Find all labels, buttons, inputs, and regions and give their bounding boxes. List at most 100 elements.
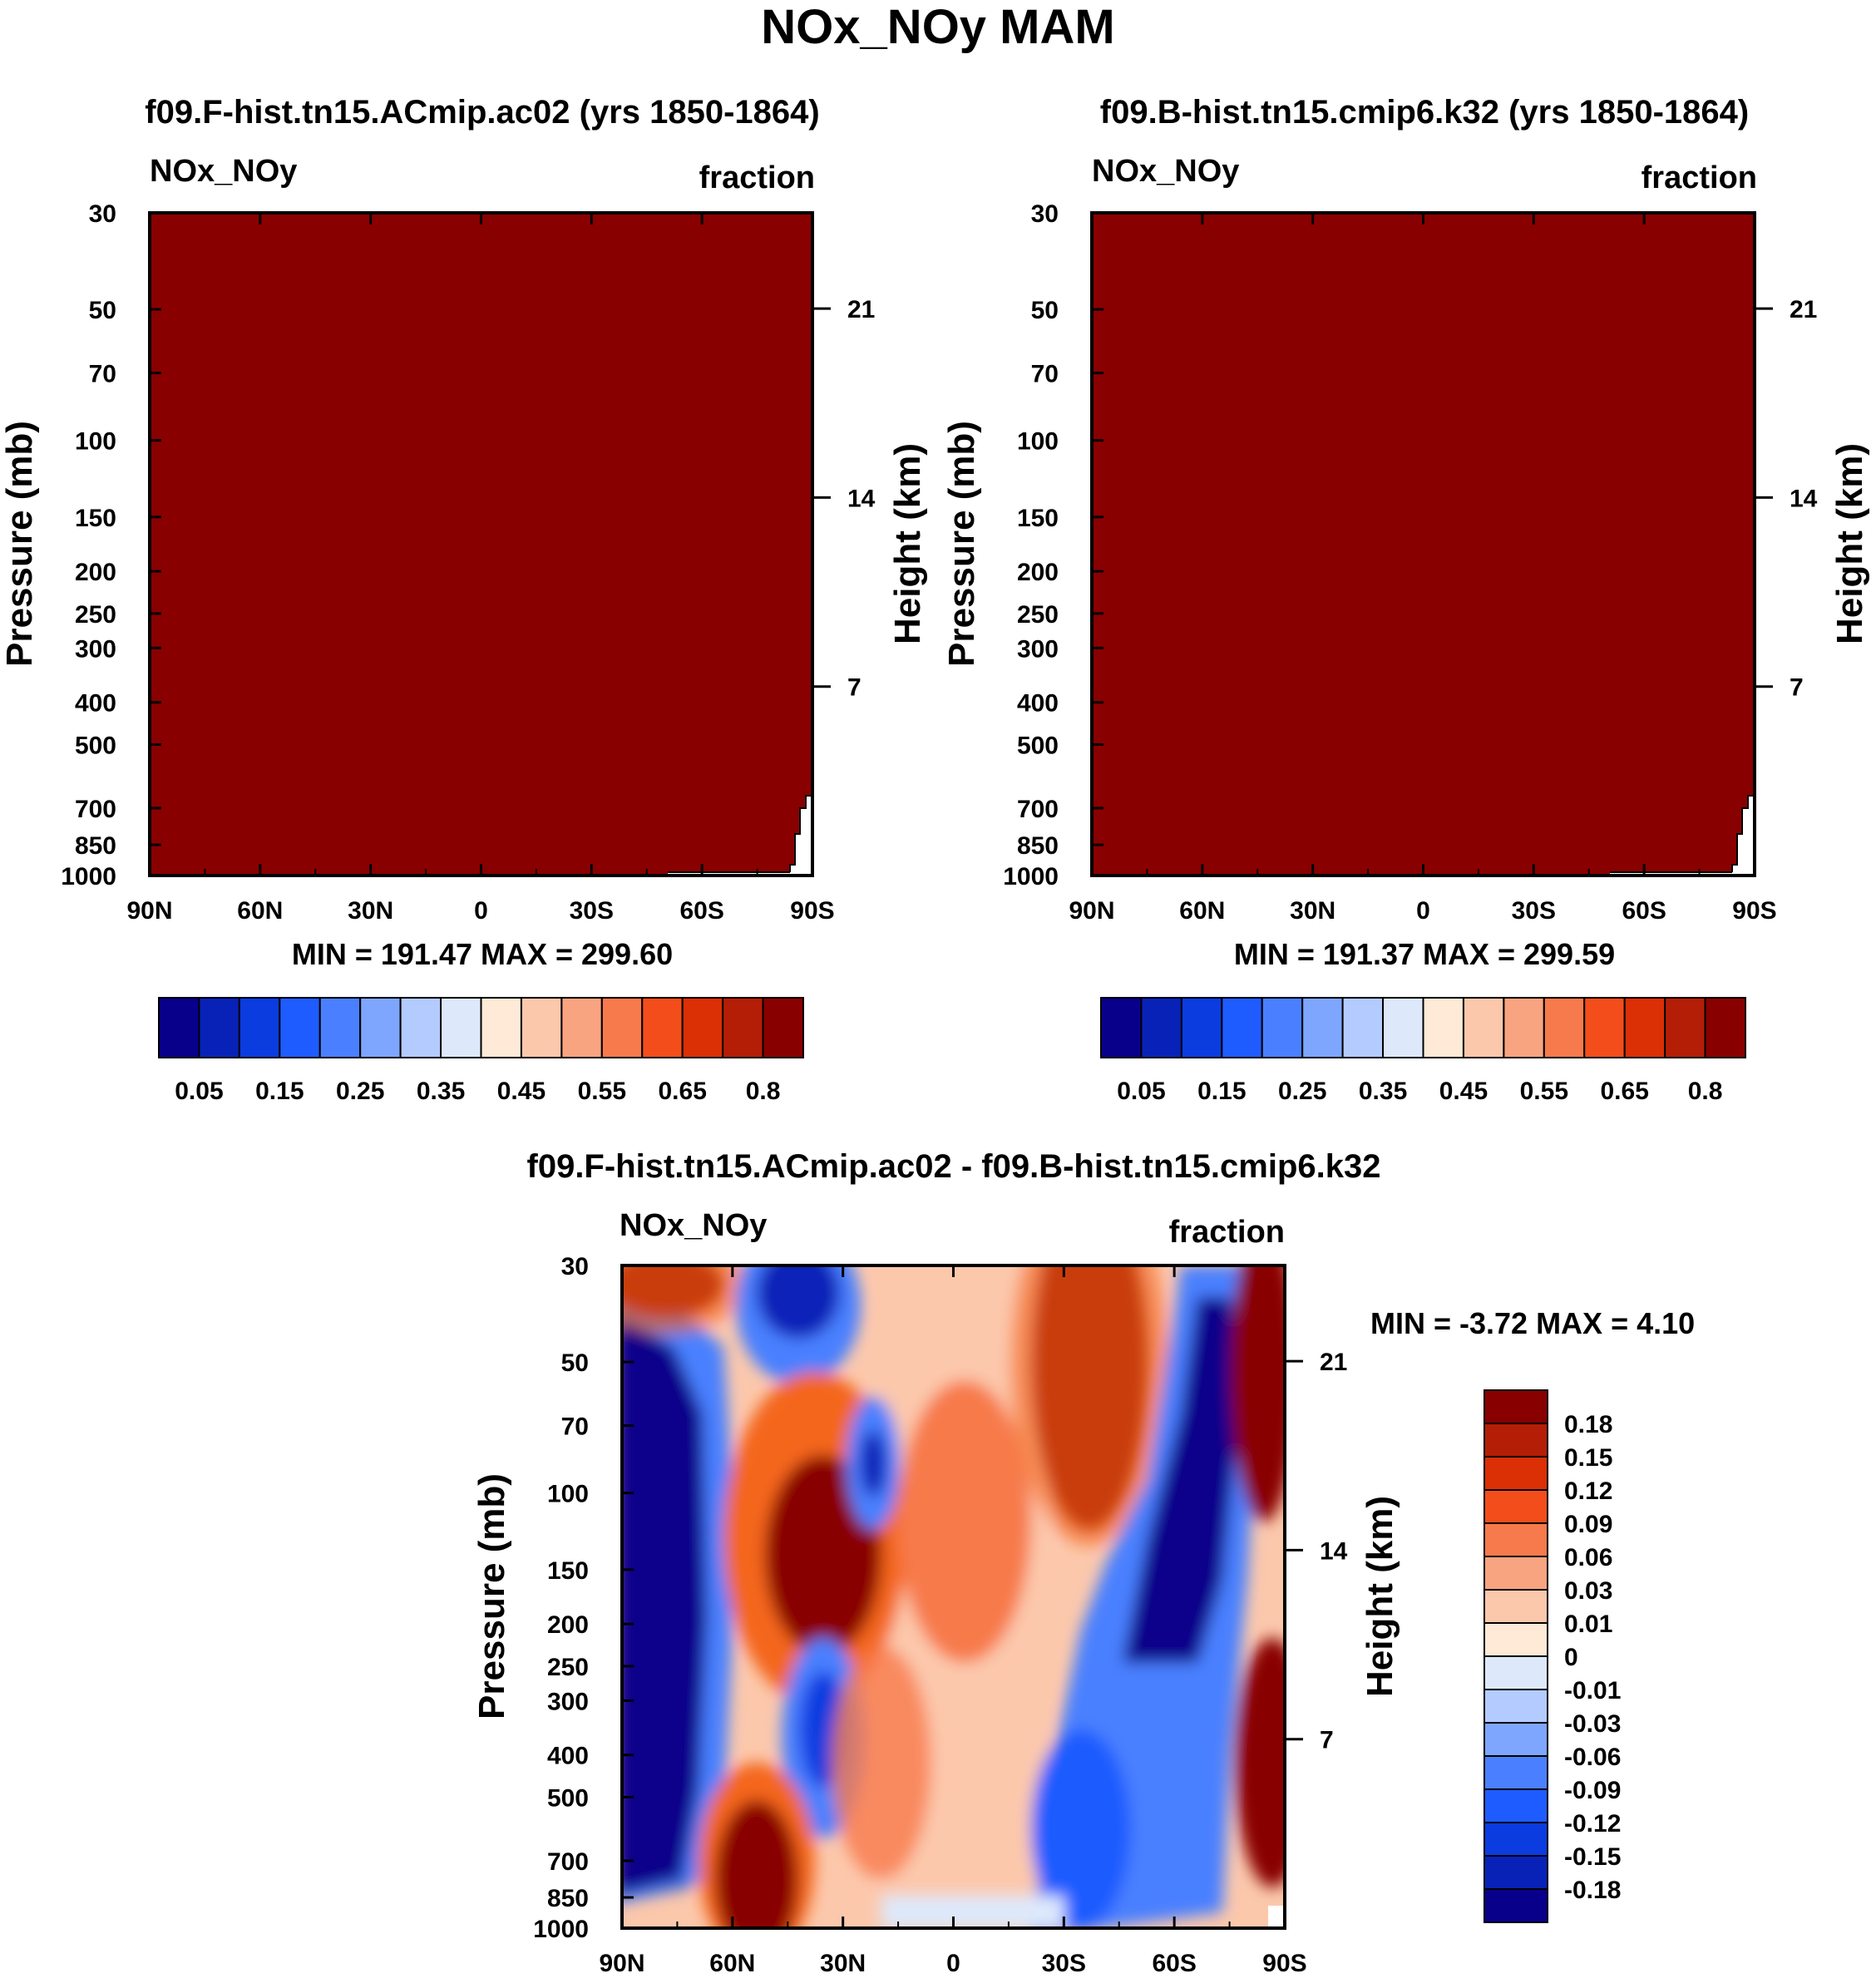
panel-top-right: f09.B-hist.tn15.cmip6.k32 (yrs 1850-1864… [941, 94, 1870, 1105]
colorbar-box [1261, 997, 1304, 1058]
colorbar-box [1100, 997, 1143, 1058]
colorbar-box [1462, 997, 1505, 1058]
figure-title: NOx_NOy MAM [761, 0, 1114, 54]
y-tick-label: 250 [1017, 601, 1059, 629]
y-right-tick-label: 14 [1790, 485, 1818, 512]
colorbar-box [158, 997, 200, 1058]
missing-data-white [1610, 796, 1755, 876]
y-tick-label: 850 [1017, 832, 1059, 860]
x-tick-label: 60N [1179, 897, 1225, 925]
y-tick-label: 700 [547, 1848, 589, 1876]
y-tick-label: 100 [75, 428, 116, 456]
y-tick-label: 1000 [1003, 863, 1059, 890]
colorbar: 0.05 0.15 0.25 0.35 0.45 0.55 0.65 0.8 [1100, 997, 1746, 1105]
variable-label: NOx_NOy [150, 154, 297, 189]
y-tick-label: 400 [547, 1743, 589, 1770]
colorbar-box [1484, 1855, 1548, 1890]
colorbar-box [1583, 997, 1626, 1058]
colorbar-label: 0.01 [1564, 1611, 1612, 1638]
stats-label: MIN = 191.47 MAX = 299.60 [292, 937, 673, 971]
plot-fill [150, 213, 812, 876]
colorbar-box [1484, 1655, 1548, 1690]
y-tick-label: 30 [1031, 200, 1059, 228]
y-right-tick-label: 7 [1320, 1727, 1334, 1754]
colorbar-label: 0.05 [175, 1078, 223, 1105]
y-tick-label: 400 [1017, 690, 1059, 718]
y-tick-label: 70 [1031, 361, 1059, 388]
colorbar-box [359, 997, 402, 1058]
x-tick-label: 60N [709, 1950, 755, 1977]
y-axis-right-label: Height (km) [887, 443, 928, 644]
colorbar-box [1484, 1689, 1548, 1724]
colorbar-label: 0.55 [1520, 1078, 1568, 1105]
missing-corner [1268, 1906, 1285, 1928]
colorbar-box [1623, 997, 1666, 1058]
y-tick-label: 200 [75, 559, 116, 586]
y-right-tick-label: 7 [1790, 674, 1804, 702]
colorbar-box [1484, 1888, 1548, 1923]
colorbar-box [399, 997, 442, 1058]
panel-title: f09.F-hist.tn15.ACmip.ac02 (yrs 1850-186… [145, 94, 819, 131]
missing-data-white [668, 796, 812, 876]
colorbar-box [762, 997, 804, 1058]
units-label: fraction [1169, 1215, 1285, 1250]
y-tick-label: 70 [561, 1413, 589, 1441]
colorbar-box [1484, 1456, 1548, 1491]
variable-label: NOx_NOy [620, 1208, 767, 1243]
y-tick-label: 50 [89, 297, 116, 324]
axes: 90N 60N 30N 0 30S 60S 90S 30 50 70 100 150 200 250 300… [1003, 200, 1817, 925]
panel-top-left: f09.F-hist.tn15.ACmip.ac02 (yrs 1850-186… [0, 94, 928, 1105]
y-right-tick-label: 14 [1320, 1537, 1348, 1565]
y-tick-label: 200 [547, 1611, 589, 1639]
x-tick-label: 30N [1290, 897, 1335, 925]
colorbar-label: 0.05 [1117, 1078, 1165, 1105]
variable-label: NOx_NOy [1092, 154, 1239, 189]
colorbar-box [1543, 997, 1586, 1058]
colorbar-box [279, 997, 321, 1058]
y-tick-label: 850 [547, 1885, 589, 1912]
colorbar-label: -0.01 [1564, 1677, 1621, 1704]
panel-title: f09.F-hist.tn15.ACmip.ac02 - f09.B-hist.… [527, 1148, 1381, 1185]
colorbar-box [1484, 1522, 1548, 1557]
x-tick-label: 30S [1042, 1950, 1086, 1977]
colorbar-label: -0.12 [1564, 1810, 1621, 1838]
colorbar-label: 0.06 [1564, 1544, 1612, 1571]
y-tick-label: 400 [75, 690, 116, 718]
colorbar-label: 0.12 [1564, 1477, 1612, 1505]
colorbar-label: 0.45 [1439, 1078, 1488, 1105]
x-tick-label: 60S [679, 897, 723, 925]
x-tick-label: 60S [1622, 897, 1666, 925]
y-tick-label: 30 [89, 200, 116, 228]
colorbar-box [1140, 997, 1182, 1058]
y-tick-label: 50 [561, 1349, 589, 1377]
colorbar-box [1484, 1389, 1548, 1424]
colorbar-box [1484, 1423, 1548, 1458]
x-tick-label: 90N [1069, 897, 1114, 925]
colorbar-label: 0.45 [497, 1078, 546, 1105]
y-tick-label: 500 [1017, 732, 1059, 759]
colorbar-box [1484, 1755, 1548, 1790]
colorbar-box [600, 997, 644, 1058]
y-axis-right-label: Height (km) [1829, 443, 1870, 644]
colorbar-box [1704, 997, 1746, 1058]
y-right-tick-label: 21 [1790, 296, 1817, 323]
x-tick-label: 60N [237, 897, 283, 925]
y-tick-label: 300 [547, 1688, 589, 1715]
colorbar-box [1341, 997, 1385, 1058]
colorbar-label: -0.03 [1564, 1710, 1621, 1738]
colorbar-label: 0.55 [578, 1078, 626, 1105]
colorbar-box [440, 997, 482, 1058]
colorbar-label: 0 [1564, 1644, 1578, 1671]
colorbar-box [1484, 1556, 1548, 1591]
colorbar-label: -0.15 [1564, 1843, 1621, 1871]
colorbar-box [1503, 997, 1545, 1058]
colorbar-label: -0.18 [1564, 1877, 1621, 1904]
colorbar-label: 0.15 [1197, 1078, 1246, 1105]
colorbar-box [560, 997, 603, 1058]
y-tick-label: 1000 [61, 863, 116, 890]
colorbar: 0.05 0.15 0.25 0.35 0.45 0.55 0.65 0.8 [158, 997, 804, 1105]
colorbar-box [1422, 997, 1464, 1058]
y-right-tick-label: 7 [847, 674, 861, 702]
colorbar-box [1221, 997, 1263, 1058]
y-axis-label: Pressure (mb) [0, 421, 40, 667]
